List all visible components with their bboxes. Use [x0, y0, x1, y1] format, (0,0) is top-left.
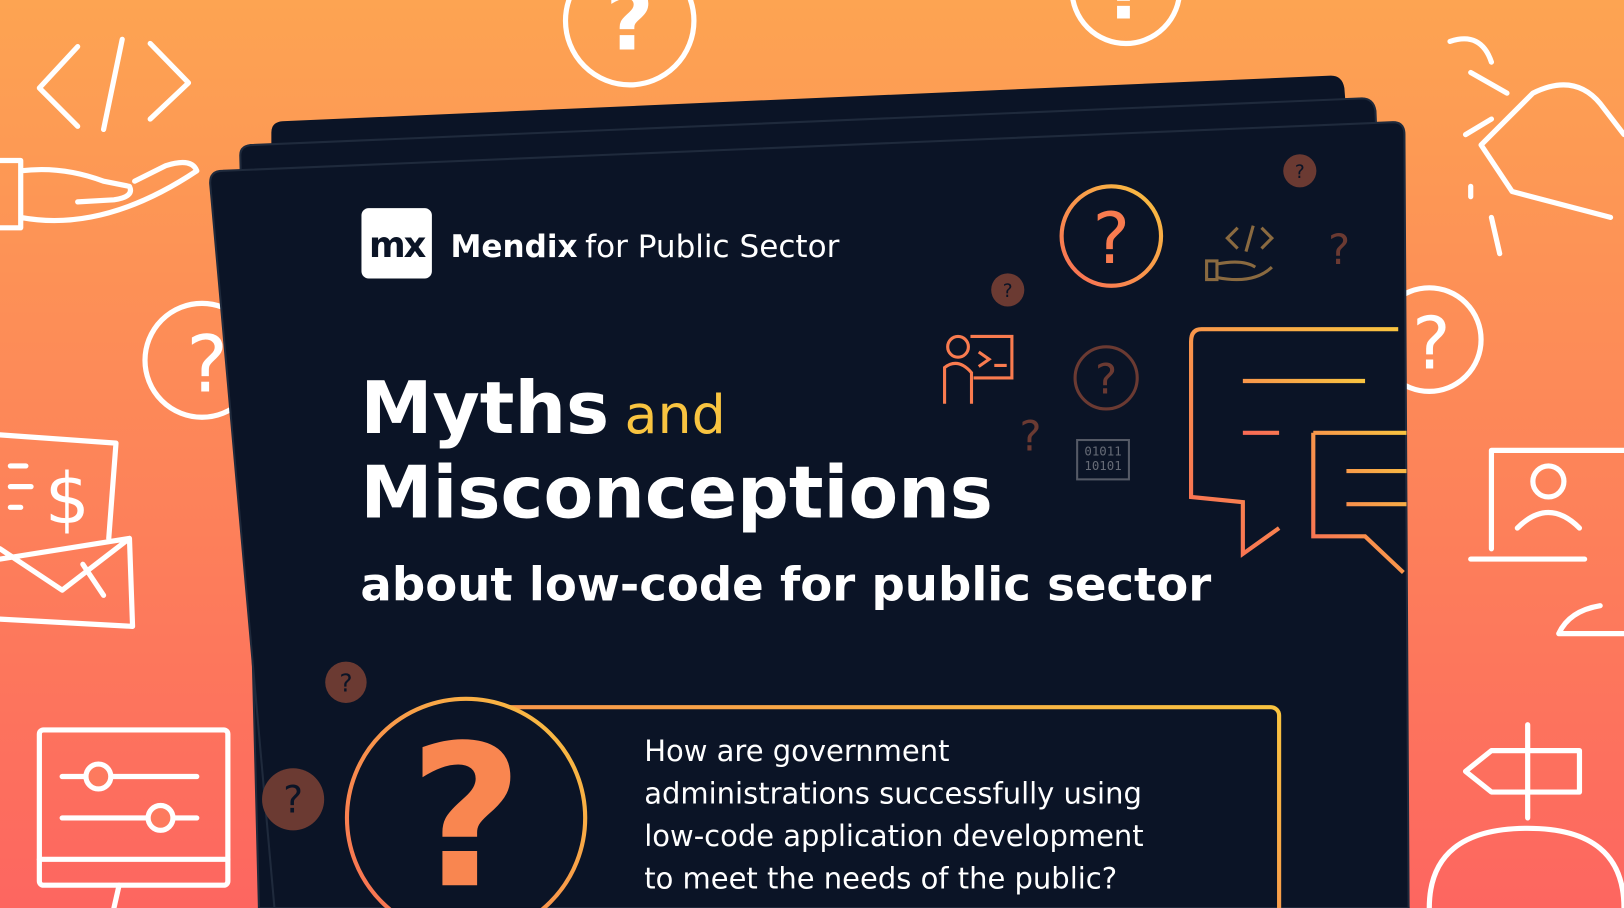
dollar-icon: $ — [45, 458, 90, 540]
svg-text:?: ? — [186, 318, 228, 410]
headline-misconceptions: Misconceptions — [360, 452, 993, 536]
question-badge-icon: ? — [262, 768, 325, 831]
code-icon — [36, 36, 192, 133]
svg-text:?: ? — [1412, 303, 1450, 387]
svg-text:?: ? — [1093, 198, 1130, 280]
svg-text:How are government: How are government — [644, 734, 949, 768]
svg-text:?: ? — [1105, 0, 1147, 37]
svg-text:?: ? — [1295, 162, 1305, 183]
code-hand-icon — [1205, 225, 1275, 282]
mendix-logo: mx — [361, 208, 432, 279]
question-circle-icon: ? — [142, 300, 262, 420]
svg-text:administrations successfully u: administrations successfully using — [644, 776, 1142, 810]
brand-tagline: for Public Sector — [585, 229, 839, 265]
svg-text:?: ? — [1095, 355, 1117, 403]
question-badge-icon: ? — [325, 661, 367, 704]
svg-text:to meet the needs of the publi: to meet the needs of the public? — [644, 861, 1117, 895]
svg-text:?: ? — [283, 778, 303, 822]
settings-screen-icon — [36, 727, 231, 908]
invoice-envelope-icon: $ — [0, 432, 136, 629]
headline-subtitle: about low-code for public sector — [360, 558, 1211, 612]
svg-text:low-code application developme: low-code application development — [644, 819, 1143, 853]
binary-monitor-icon: 01011 10101 — [1076, 438, 1130, 481]
question-text: How are government administrations succe… — [644, 734, 1143, 895]
hand-icon — [0, 157, 200, 231]
presenter-icon — [943, 334, 1014, 404]
brand-name: Mendix — [451, 229, 578, 265]
svg-text:10101: 10101 — [1084, 458, 1121, 473]
question-circle-icon: ? — [1059, 184, 1164, 288]
headline-myths: Myths — [360, 367, 609, 451]
svg-text:?: ? — [606, 0, 654, 70]
user-laptop-icon — [1468, 447, 1624, 637]
question-mark-icon: ? — [1328, 226, 1350, 274]
question-circle-icon: ? — [562, 0, 697, 88]
question-mark-icon: ? — [1020, 412, 1042, 460]
question-badge-icon: ? — [1283, 154, 1317, 188]
big-question-circle — [344, 696, 588, 908]
bug-icon — [1447, 36, 1624, 257]
question-circle-icon: ? — [1073, 345, 1139, 411]
question-circle-icon: ? — [1070, 0, 1182, 47]
headline-and: and — [625, 383, 726, 446]
svg-text:?: ? — [339, 669, 352, 698]
svg-text:01011: 01011 — [1084, 444, 1121, 459]
chat-bubbles-icon — [1189, 327, 1407, 575]
svg-text:mx: mx — [369, 225, 427, 266]
svg-text:?: ? — [1003, 281, 1013, 302]
big-question-icon: ? — [409, 703, 523, 908]
signpost-icon — [1426, 722, 1624, 908]
question-badge-icon: ? — [991, 273, 1025, 307]
